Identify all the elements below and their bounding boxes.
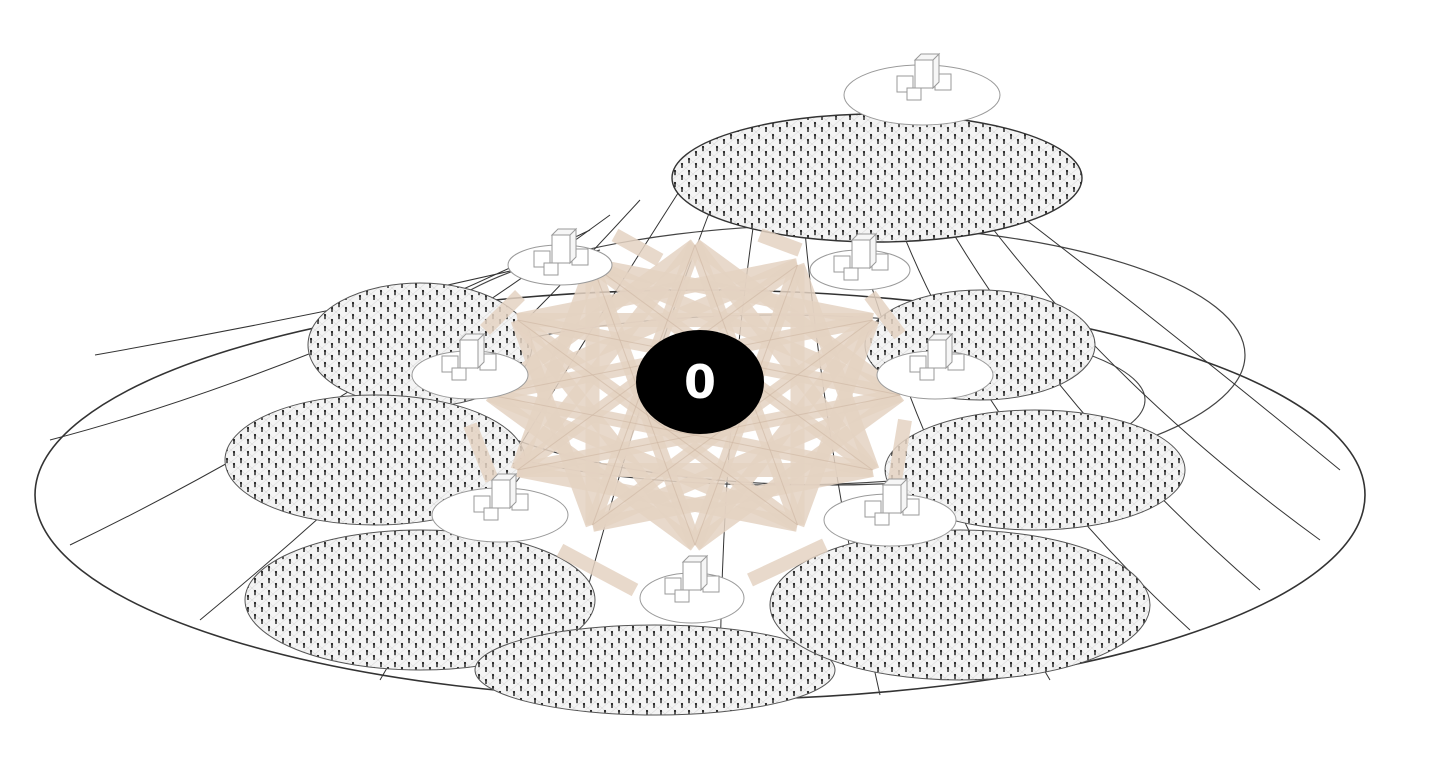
settlement-disc (474, 624, 836, 716)
connection-link (589, 258, 903, 402)
settlement-disc-top (671, 113, 1083, 243)
hub (507, 228, 613, 286)
hub (876, 333, 994, 400)
connection-link (689, 240, 879, 475)
connection-link (463, 422, 499, 483)
settlement-disc (769, 529, 1151, 681)
connection-link (747, 538, 828, 587)
connection-link (864, 290, 906, 340)
connection-link-edge (517, 319, 798, 526)
hub (823, 478, 957, 547)
connection-link (611, 228, 664, 267)
connection-link (511, 240, 701, 475)
connection-link (487, 258, 801, 402)
connection-link (556, 543, 639, 597)
center-node-disc (636, 330, 764, 434)
connection-link (888, 418, 912, 482)
center-node-label: 0 (684, 355, 716, 409)
settlement-disc (884, 409, 1186, 531)
hub (411, 333, 529, 400)
connection-link (757, 228, 803, 257)
connection-link (689, 315, 879, 550)
building-hubs (411, 53, 1001, 624)
center-node: 0 (636, 330, 764, 434)
hub (809, 233, 911, 291)
hub (843, 53, 1001, 126)
connection-link (511, 315, 701, 550)
settlement-disc (244, 529, 596, 671)
connection-link (589, 388, 903, 532)
connection-link-edge (489, 394, 873, 471)
connection-link (480, 290, 525, 335)
connection-link (487, 388, 801, 532)
hub (639, 555, 745, 624)
hub (431, 473, 569, 543)
